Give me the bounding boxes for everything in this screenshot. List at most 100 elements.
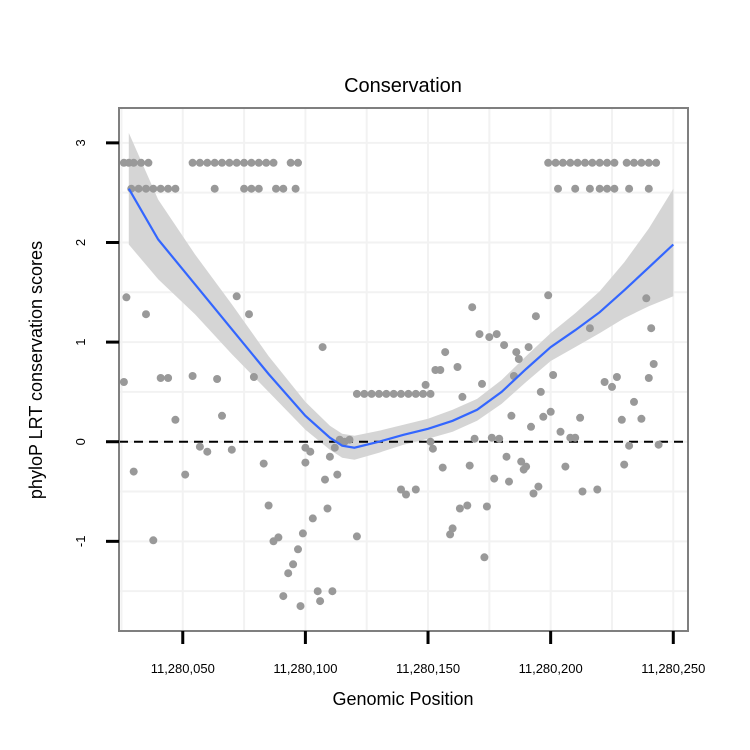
- data-point: [654, 440, 663, 449]
- data-point: [610, 158, 619, 167]
- data-point: [426, 389, 435, 398]
- data-point: [411, 389, 420, 398]
- data-point: [254, 184, 263, 193]
- data-point: [585, 324, 594, 333]
- y-axis-title: phyloP LRT conservation scores: [26, 241, 46, 499]
- data-point: [585, 184, 594, 193]
- data-point: [536, 387, 545, 396]
- data-point: [561, 462, 570, 471]
- data-point: [470, 434, 479, 443]
- data-point: [522, 462, 531, 471]
- x-tick-label: 11,280,200: [519, 661, 583, 676]
- data-point: [402, 490, 410, 499]
- data-point: [286, 158, 295, 167]
- data-point: [323, 504, 332, 513]
- data-point: [142, 310, 150, 319]
- data-point: [352, 389, 361, 398]
- data-point: [149, 184, 158, 193]
- y-axis: -1 0 1 2 3: [73, 139, 119, 547]
- data-point: [247, 184, 256, 193]
- data-point: [419, 389, 428, 398]
- smooth-line-layer: [127, 188, 675, 449]
- data-point: [642, 294, 651, 303]
- data-point: [482, 502, 491, 511]
- x-axis-title: Genomic Position: [332, 689, 473, 709]
- data-point: [612, 373, 621, 381]
- x-tick-label: 11,280,100: [273, 661, 337, 676]
- data-point: [218, 158, 226, 167]
- data-point: [142, 184, 150, 193]
- data-point: [468, 303, 477, 312]
- data-point: [438, 463, 447, 472]
- data-point: [188, 372, 197, 380]
- data-point: [620, 460, 629, 469]
- x-tick-label: 11,280,150: [396, 661, 460, 676]
- data-point: [581, 158, 589, 167]
- data-point: [480, 553, 489, 562]
- data-point: [144, 158, 153, 167]
- data-point: [308, 514, 317, 523]
- data-point: [249, 373, 258, 381]
- data-point: [426, 437, 435, 446]
- data-point: [240, 184, 249, 193]
- plot-border: [118, 107, 689, 632]
- data-point: [254, 158, 263, 167]
- data-point: [603, 158, 612, 167]
- data-point: [524, 343, 533, 352]
- data-point: [490, 474, 499, 483]
- data-point: [122, 293, 131, 302]
- data-point: [529, 489, 538, 498]
- data-point: [360, 389, 369, 398]
- chart-title: Conservation: [344, 75, 462, 97]
- data-point: [119, 378, 128, 386]
- data-point: [539, 412, 548, 421]
- data-point: [264, 501, 273, 510]
- data-point: [595, 158, 604, 167]
- data-point: [465, 461, 474, 470]
- y-tick-label: 0: [73, 438, 88, 445]
- data-point: [463, 501, 472, 510]
- data-point: [345, 435, 354, 444]
- data-point: [321, 475, 329, 484]
- data-point: [330, 443, 339, 452]
- y-tick-label: 2: [73, 239, 88, 246]
- x-tick-label: 11,280,250: [641, 661, 705, 676]
- data-point: [294, 545, 302, 554]
- data-point: [404, 389, 413, 398]
- data-point: [502, 452, 511, 461]
- data-point: [203, 447, 212, 456]
- grid-lines: [119, 108, 688, 631]
- x-tick-label: 11,280,050: [151, 661, 215, 676]
- data-point: [232, 158, 241, 167]
- data-point: [610, 184, 619, 193]
- data-point: [382, 389, 391, 398]
- data-point: [527, 422, 535, 431]
- data-point: [446, 530, 455, 539]
- data-point: [551, 158, 560, 167]
- y-tick-label: -1: [73, 536, 88, 548]
- data-point: [134, 184, 143, 193]
- data-point: [328, 587, 337, 596]
- data-point: [644, 184, 653, 193]
- data-point: [306, 447, 315, 456]
- data-point: [644, 158, 653, 167]
- data-point: [637, 414, 646, 423]
- data-point: [149, 536, 158, 545]
- data-point: [578, 487, 587, 496]
- data-point: [546, 407, 555, 416]
- data-point: [649, 360, 658, 368]
- data-point: [195, 442, 204, 451]
- data-point: [617, 415, 626, 424]
- data-point: [600, 378, 609, 386]
- data-point: [566, 158, 575, 167]
- data-point: [227, 445, 236, 454]
- scatter-points: [119, 158, 663, 611]
- confidence-band-layer: [128, 132, 674, 460]
- data-point: [495, 434, 504, 443]
- data-point: [272, 184, 280, 193]
- data-point: [652, 158, 661, 167]
- data-point: [171, 415, 180, 424]
- data-point: [514, 355, 523, 363]
- data-point: [316, 597, 325, 606]
